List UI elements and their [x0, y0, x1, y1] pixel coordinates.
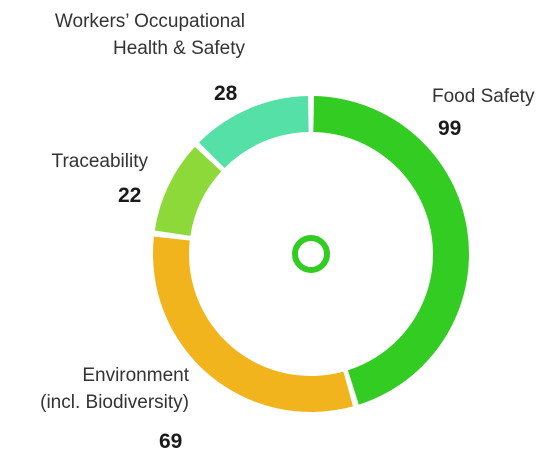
center-ring — [292, 235, 330, 273]
slice-traceability — [154, 146, 222, 236]
slice-workers-ohs — [199, 96, 309, 168]
slice-label-environment: Environment (incl. Biodiversity) — [40, 362, 189, 416]
slice-environment — [152, 236, 353, 413]
slice-label-traceability: Traceability — [52, 148, 148, 175]
workers-ohs-label-line-1: Workers’ Occupational — [54, 11, 245, 32]
donut-slices — [152, 96, 469, 413]
workers-ohs-label-line-2: Health & Safety — [112, 38, 245, 59]
traceability-label-line-1: Traceability — [51, 151, 148, 172]
slice-label-workers-ohs: Workers’ Occupational Health & Safety — [55, 8, 245, 62]
slice-value-workers-ohs: 28 — [214, 82, 238, 105]
food-safety-label-line-1: Food Safety — [432, 86, 535, 107]
environment-label-line-1: Environment — [82, 365, 189, 386]
slice-value-environment: 69 — [159, 430, 183, 453]
slice-value-food-safety: 99 — [438, 117, 462, 140]
slice-food-safety — [313, 96, 469, 405]
slice-label-food-safety: Food Safety — [432, 83, 534, 110]
slice-value-traceability: 22 — [118, 184, 142, 207]
environment-label-line-2: (incl. Biodiversity) — [40, 392, 189, 413]
